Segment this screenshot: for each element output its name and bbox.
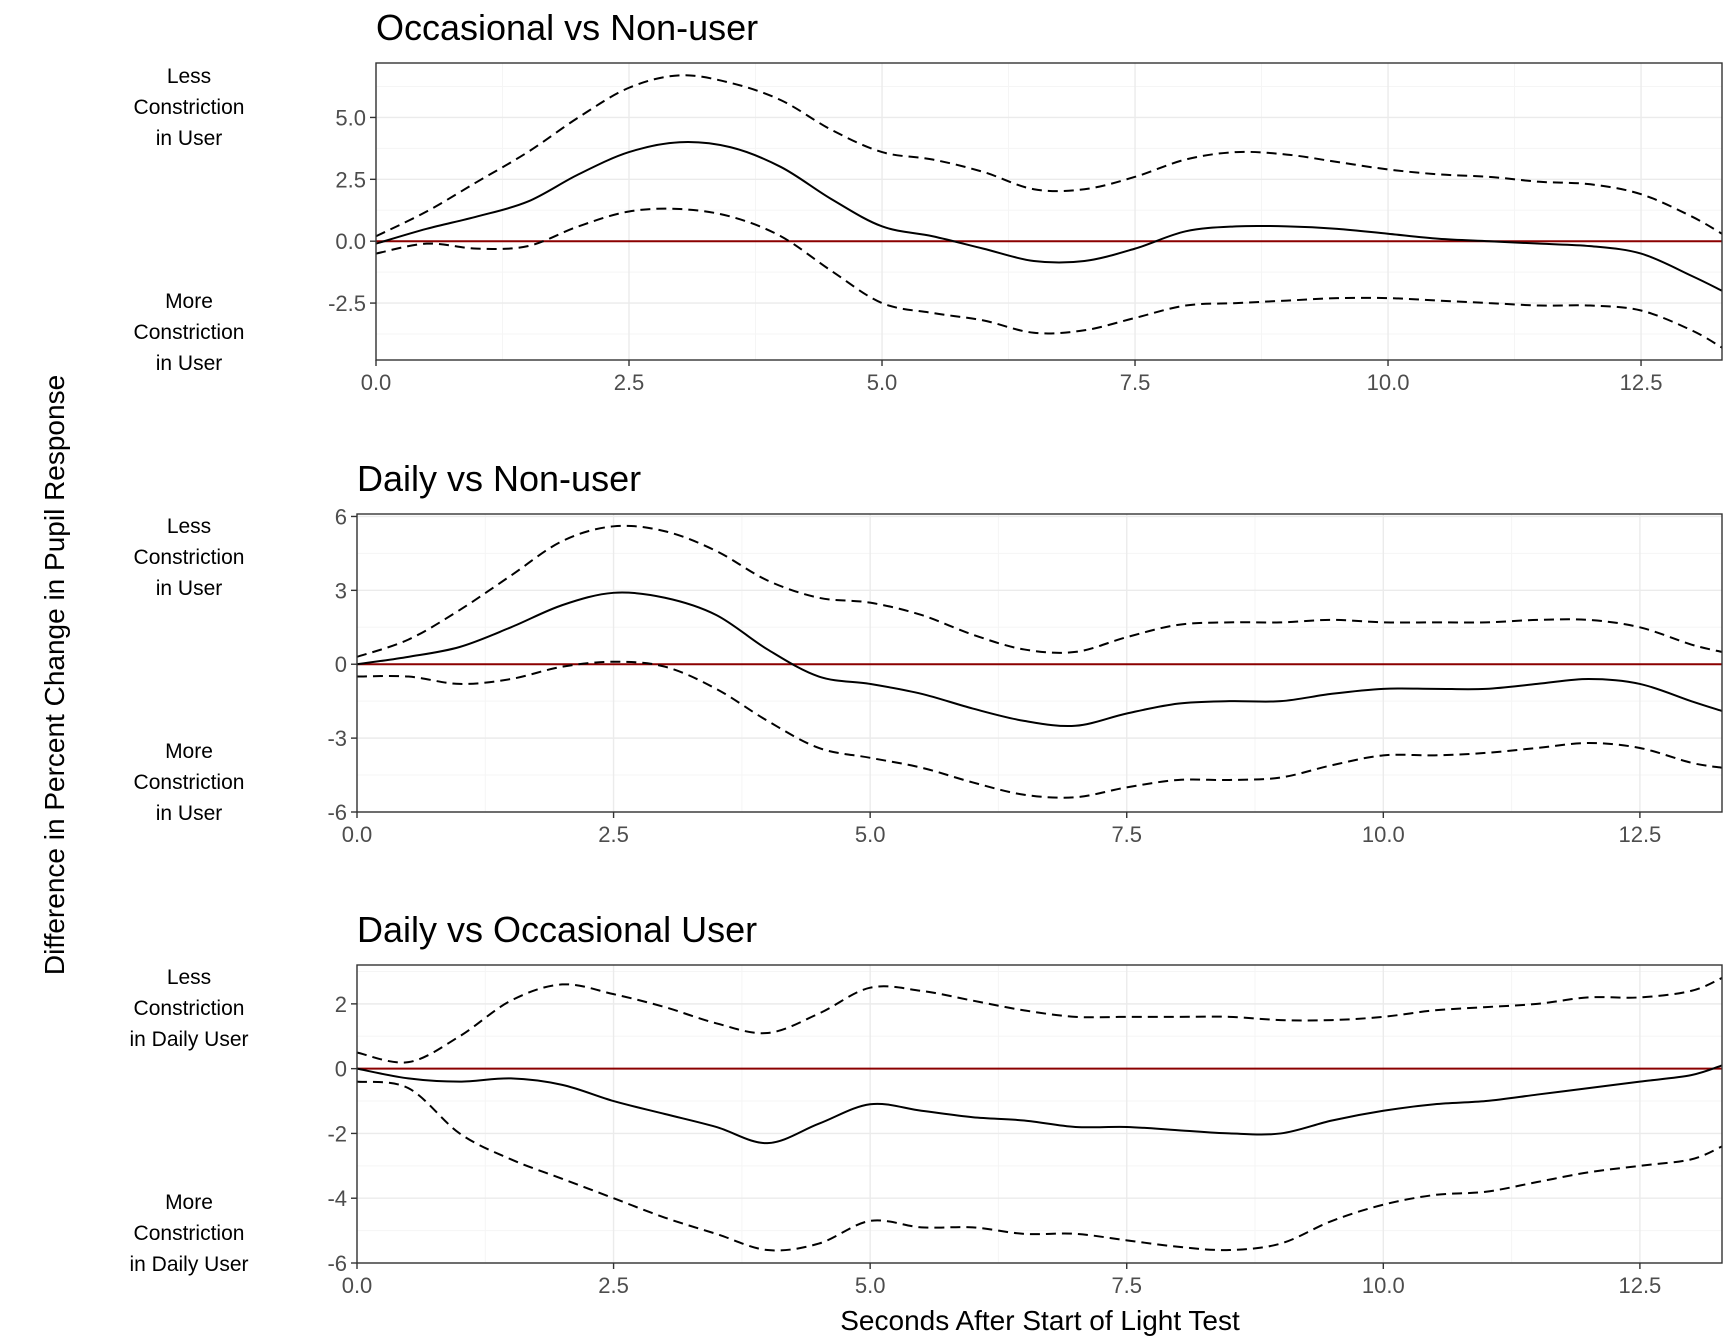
panel-3: Daily vs Occasional User 0.0 2.5 5.0 7.5 10.0…	[129, 909, 1723, 1298]
y-tick-label: 3	[335, 578, 347, 603]
figure-y-axis-title: Difference in Percent Change in Pupil Re…	[39, 375, 70, 975]
y-tick-label: 5.0	[335, 105, 366, 130]
x-tick-label: 7.5	[1111, 1273, 1142, 1298]
side-label-lower: Constriction	[134, 321, 245, 344]
side-label-upper: Less	[167, 966, 211, 989]
side-label-lower: Constriction	[134, 1222, 245, 1245]
series-estimate	[375, 141, 1723, 292]
series-lower-bound	[356, 660, 1723, 799]
y-tick-label: -4	[327, 1186, 347, 1211]
panel-title: Occasional vs Non-user	[376, 7, 758, 48]
side-label-lower: More	[165, 1191, 213, 1214]
y-tick-label: 0.0	[335, 229, 366, 254]
panel-border	[356, 513, 1723, 813]
x-tick-label: 0.0	[342, 822, 373, 847]
side-label-lower: in User	[156, 802, 223, 825]
x-tick-label: 10.0	[1362, 822, 1405, 847]
side-label-upper: Less	[167, 65, 211, 88]
panel-background	[376, 63, 1722, 360]
panel-background	[357, 965, 1722, 1263]
x-tick-label: 7.5	[1111, 822, 1142, 847]
x-tick-label: 12.5	[1620, 370, 1663, 395]
y-tick-label: 2.5	[335, 167, 366, 192]
x-tick-label: 0.0	[361, 370, 392, 395]
side-label-lower: More	[165, 290, 213, 313]
series-lower-bound	[356, 1080, 1723, 1252]
y-tick-label: -6	[327, 800, 347, 825]
x-tick-label: 12.5	[1618, 1273, 1661, 1298]
side-label-upper: Constriction	[134, 96, 245, 119]
side-label-lower: in Daily User	[129, 1253, 248, 1276]
x-tick-label: 0.0	[342, 1273, 373, 1298]
y-tick-label: 2	[335, 992, 347, 1017]
panels: Occasional vs Non-user 0.0 2.5 5.0 7.5 10.0 12…	[129, 7, 1723, 1298]
series-lower-bound	[375, 207, 1723, 349]
x-tick-label: 10.0	[1367, 370, 1410, 395]
x-tick-label: 5.0	[867, 370, 898, 395]
side-label-upper: Constriction	[134, 546, 245, 569]
side-label-upper: Constriction	[134, 997, 245, 1020]
series-estimate	[356, 1064, 1723, 1145]
y-tick-label: -2	[327, 1121, 347, 1146]
series-upper-bound	[356, 524, 1723, 658]
side-label-upper: in User	[156, 127, 223, 150]
panel-2: Daily vs Non-user 0.0 2.5 5.0 7.5 10.0 12.5 -6 -…	[134, 458, 1723, 847]
x-tick-label: 2.5	[614, 370, 645, 395]
panel-border	[375, 62, 1723, 361]
x-tick-label: 5.0	[855, 822, 886, 847]
panel-title: Daily vs Occasional User	[357, 909, 757, 950]
side-label-upper: in User	[156, 577, 223, 600]
y-tick-label: 0	[335, 652, 347, 677]
x-tick-label: 2.5	[598, 1273, 629, 1298]
x-tick-label: 10.0	[1362, 1273, 1405, 1298]
y-tick-label: 6	[335, 504, 347, 529]
panel-border	[356, 964, 1723, 1264]
side-label-lower: Constriction	[134, 771, 245, 794]
y-tick-label: 0	[335, 1057, 347, 1082]
series-upper-bound	[375, 74, 1723, 238]
side-label-lower: in User	[156, 352, 223, 375]
side-label-upper: in Daily User	[129, 1028, 248, 1051]
side-label-lower: More	[165, 740, 213, 763]
x-tick-label: 7.5	[1120, 370, 1151, 395]
side-label-upper: Less	[167, 515, 211, 538]
y-tick-label: -2.5	[328, 291, 366, 316]
y-tick-label: -6	[327, 1251, 347, 1276]
x-tick-label: 2.5	[598, 822, 629, 847]
panel-title: Daily vs Non-user	[357, 458, 641, 499]
panel-background	[357, 514, 1722, 812]
figure-x-axis-title: Seconds After Start of Light Test	[840, 1305, 1240, 1336]
y-tick-label: -3	[327, 726, 347, 751]
x-tick-label: 12.5	[1618, 822, 1661, 847]
x-tick-label: 5.0	[855, 1273, 886, 1298]
panel-1: Occasional vs Non-user 0.0 2.5 5.0 7.5 10.0 12…	[134, 7, 1723, 395]
series-estimate	[356, 591, 1723, 728]
